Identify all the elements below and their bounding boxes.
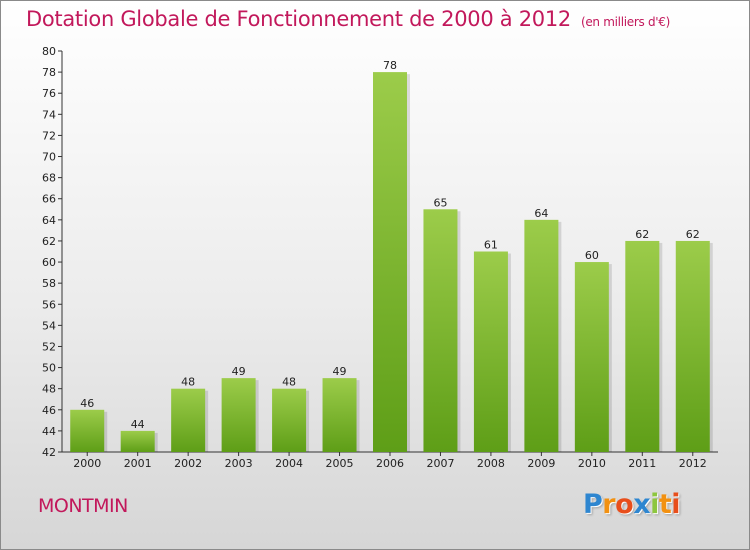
bar (423, 209, 458, 452)
logo-letter: x (633, 489, 651, 520)
data-label: 65 (433, 196, 447, 209)
y-tick-label: 58 (42, 277, 56, 290)
data-label: 78 (383, 59, 397, 72)
data-label: 64 (534, 207, 548, 220)
y-tick-label: 76 (42, 87, 56, 100)
y-tick-label: 78 (42, 66, 56, 79)
y-tick-label: 74 (42, 108, 56, 121)
town-name: MONTMIN (38, 495, 128, 517)
x-tick-label: 2004 (275, 457, 303, 470)
y-tick-label: 72 (42, 129, 56, 142)
bar (120, 430, 155, 452)
data-label: 61 (484, 239, 498, 252)
y-tick-label: 68 (42, 172, 56, 185)
data-label: 48 (282, 376, 296, 389)
chart-subtitle: (en milliers d'€) (580, 15, 670, 29)
data-label: 46 (80, 397, 94, 410)
y-tick-label: 46 (42, 404, 56, 417)
x-tick-label: 2006 (376, 457, 404, 470)
logo-letter: P (583, 489, 603, 520)
y-tick-label: 80 (42, 45, 56, 58)
chart-title-text: Dotation Globale de Fonctionnement de 20… (26, 7, 571, 31)
proxiti-logo: Proxiti (583, 489, 681, 520)
x-tick-label: 2005 (326, 457, 354, 470)
y-tick-label: 56 (42, 298, 56, 311)
x-tick-label: 2001 (124, 457, 152, 470)
chart-title: Dotation Globale de Fonctionnement de 20… (26, 7, 670, 31)
x-tick-label: 2002 (174, 457, 202, 470)
bar (625, 240, 660, 452)
y-tick-label: 64 (42, 214, 56, 227)
logo-letter: r (602, 489, 616, 520)
bar (70, 409, 105, 452)
y-tick-label: 48 (42, 383, 56, 396)
bar (373, 72, 407, 453)
y-tick-label: 60 (42, 256, 56, 269)
data-label: 48 (181, 376, 195, 389)
x-tick-label: 2010 (578, 457, 606, 470)
y-tick-label: 70 (42, 151, 56, 164)
bar (574, 262, 609, 452)
x-tick-label: 2000 (73, 457, 101, 470)
x-tick-label: 2012 (679, 457, 707, 470)
bar (221, 378, 256, 452)
y-tick-label: 50 (42, 362, 56, 375)
bars-group (70, 72, 713, 453)
x-tick-label: 2007 (426, 457, 454, 470)
y-tick-label: 52 (42, 340, 56, 353)
y-tick-label: 44 (42, 425, 56, 438)
y-tick-label: 62 (42, 235, 56, 248)
y-tick-label: 54 (42, 319, 56, 332)
data-label: 49 (232, 365, 246, 378)
bar (171, 388, 206, 452)
logo-letter: o (615, 489, 634, 520)
value-labels-group: 46 44 48 49 48 49 78 65 61 64 60 62 62 (80, 59, 700, 431)
data-label: 60 (585, 249, 599, 262)
data-label: 44 (131, 418, 145, 431)
logo-letter: i (671, 489, 681, 520)
logo-letter: t (658, 489, 672, 520)
x-tick-label: 2011 (628, 457, 656, 470)
x-tick-label: 2008 (477, 457, 505, 470)
data-label: 49 (333, 365, 347, 378)
logo-letter: i (650, 489, 659, 520)
bar (272, 388, 307, 452)
bar (322, 378, 357, 452)
bar (473, 251, 508, 452)
x-tick-label: 2009 (527, 457, 555, 470)
x-tick-label: 2003 (225, 457, 253, 470)
y-tick-label: 66 (42, 193, 56, 206)
data-label: 62 (635, 228, 649, 241)
bar (524, 219, 559, 452)
y-tick-label: 42 (42, 446, 56, 459)
axes: 42 44 46 48 50 52 54 56 58 60 62 64 66 68 70 72 74 76 78 80… (42, 45, 718, 470)
data-label: 62 (686, 228, 700, 241)
bar (675, 240, 710, 452)
